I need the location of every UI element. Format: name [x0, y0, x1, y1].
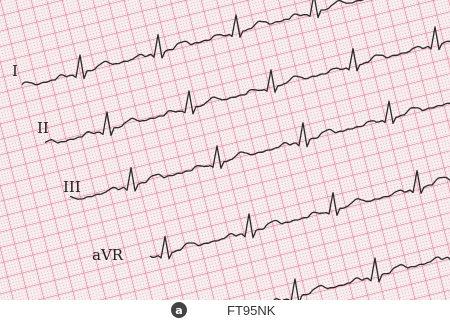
lead-label: aVR	[92, 246, 124, 264]
ecg-trace	[273, 256, 450, 300]
watermark-logo: a	[175, 304, 182, 317]
ecg-trace	[21, 0, 364, 86]
lead-label: I	[12, 62, 18, 80]
ecg-trace	[69, 100, 450, 200]
lead-label: II	[37, 119, 49, 137]
watermark-id: FT95NK	[227, 303, 276, 318]
ecg-grid	[0, 0, 450, 300]
ecg-trace	[44, 26, 450, 144]
watermark-logo-badge	[171, 302, 187, 318]
lead-label: III	[63, 178, 81, 196]
ecg-trace	[149, 170, 450, 260]
ecg-traces	[21, 0, 450, 300]
watermark-bar	[0, 300, 450, 320]
